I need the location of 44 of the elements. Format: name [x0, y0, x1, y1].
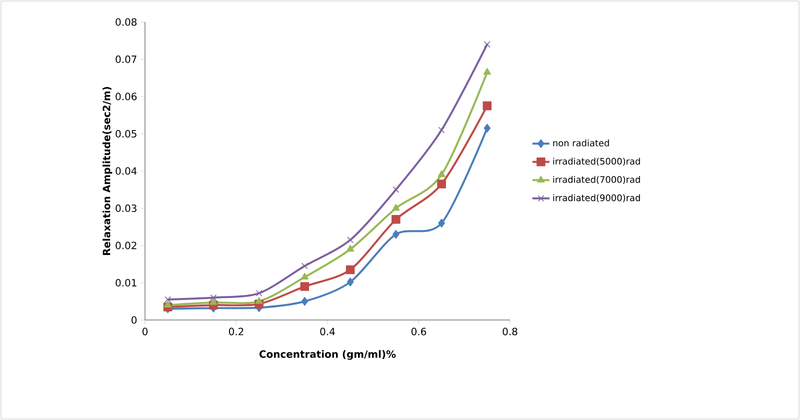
y-tick-label: 0 — [132, 316, 137, 324]
point — [164, 300, 172, 308]
point — [301, 296, 308, 306]
legend-label: irradiated(9000)rad — [553, 194, 640, 202]
x-tick-label: 0 — [142, 328, 148, 336]
y-tick-label: 0.08 — [116, 18, 137, 26]
y-tick-label: 0.03 — [116, 204, 136, 212]
point — [438, 170, 446, 178]
point — [210, 298, 218, 305]
point — [437, 180, 446, 188]
x-axis-title: Concentration (gm/ml)% — [259, 350, 396, 360]
point — [300, 282, 310, 291]
point — [210, 294, 217, 301]
legend-label: irradiated(5000)rad — [553, 158, 640, 166]
x-tick-label: 0.6 — [411, 328, 426, 336]
legend-label: irradiated(7000)rad — [553, 176, 640, 184]
x-tick-label: 0.8 — [502, 328, 518, 336]
x-tick-label: 0.2 — [228, 328, 244, 336]
y-tick-label: 0.02 — [116, 242, 136, 250]
point — [392, 215, 400, 224]
point — [164, 296, 172, 303]
x-tick-label: 0.4 — [320, 328, 335, 336]
point — [346, 278, 354, 286]
y-tick-label: 0.01 — [116, 278, 136, 287]
point — [438, 218, 445, 228]
y-tick-label: 0.07 — [116, 55, 136, 64]
y-tick-label: 0.04 — [116, 167, 137, 175]
point — [346, 244, 354, 252]
y-tick-label: 0.05 — [116, 130, 136, 138]
point — [483, 68, 492, 75]
point — [482, 101, 492, 110]
point — [300, 272, 309, 280]
legend-label: non radiated — [553, 139, 609, 146]
point — [255, 296, 263, 304]
point — [484, 41, 490, 48]
y-axis-title: Relaxation Amplitude(sec2/m) — [102, 86, 112, 255]
y-tick-label: 0.06 — [116, 92, 137, 100]
point — [392, 230, 400, 239]
point — [346, 265, 355, 274]
point — [438, 126, 445, 134]
point — [256, 290, 262, 296]
point — [484, 124, 491, 133]
point — [392, 204, 400, 211]
point — [301, 262, 308, 270]
